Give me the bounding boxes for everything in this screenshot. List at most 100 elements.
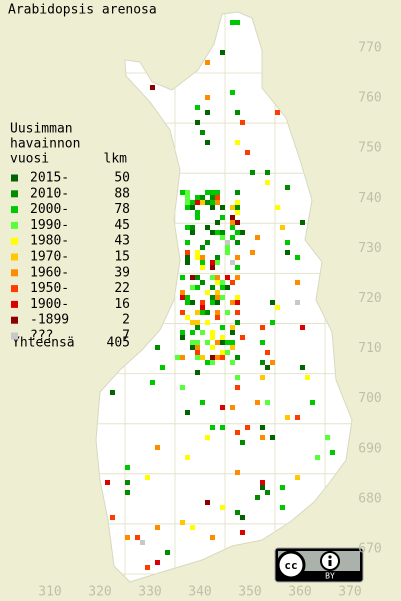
legend-label: 2015- bbox=[30, 171, 69, 186]
observation-square bbox=[195, 255, 200, 260]
observation-square bbox=[205, 60, 210, 65]
observation-square bbox=[220, 215, 225, 220]
observation-square bbox=[270, 435, 275, 440]
observation-square bbox=[230, 360, 235, 365]
observation-square bbox=[265, 180, 270, 185]
observation-square bbox=[190, 275, 195, 280]
observation-square bbox=[210, 360, 215, 365]
observation-square bbox=[180, 275, 185, 280]
y-axis-label: 740 bbox=[358, 191, 381, 206]
legend-count: 39 bbox=[114, 265, 130, 280]
legend-count: 50 bbox=[114, 171, 130, 186]
observation-square bbox=[225, 240, 230, 245]
observation-square bbox=[195, 345, 200, 350]
observation-square bbox=[225, 340, 230, 345]
observation-square bbox=[210, 295, 215, 300]
observation-square bbox=[190, 225, 195, 230]
observation-square bbox=[195, 320, 200, 325]
observation-square bbox=[195, 195, 200, 200]
observation-square bbox=[240, 530, 245, 535]
observation-square bbox=[110, 515, 115, 520]
license-label: BY bbox=[325, 572, 335, 581]
observation-square bbox=[195, 250, 200, 255]
observation-square bbox=[185, 205, 190, 210]
legend-column: lkm bbox=[104, 152, 128, 167]
y-axis-label: 730 bbox=[358, 241, 381, 256]
legend-swatch bbox=[11, 332, 18, 340]
observation-square bbox=[195, 215, 200, 220]
total-label: Yhteensä bbox=[12, 336, 75, 351]
observation-square bbox=[215, 355, 220, 360]
observation-square bbox=[145, 565, 150, 570]
observation-square bbox=[225, 350, 230, 355]
observation-square bbox=[210, 265, 215, 270]
observation-square bbox=[205, 200, 210, 205]
observation-square bbox=[215, 220, 220, 225]
observation-square bbox=[235, 295, 240, 300]
observation-square bbox=[195, 120, 200, 125]
observation-square bbox=[250, 170, 255, 175]
observation-square bbox=[230, 235, 235, 240]
observation-square bbox=[135, 535, 140, 540]
observation-square bbox=[190, 340, 195, 345]
observation-square bbox=[235, 140, 240, 145]
observation-square bbox=[245, 425, 250, 430]
license-badge: cc BY bbox=[274, 547, 364, 583]
observation-square bbox=[220, 230, 225, 235]
observation-square bbox=[185, 295, 190, 300]
observation-square bbox=[180, 355, 185, 360]
observation-square bbox=[230, 225, 235, 230]
observation-square bbox=[180, 385, 185, 390]
observation-square bbox=[285, 250, 290, 255]
observation-square bbox=[155, 525, 160, 530]
observation-square bbox=[195, 340, 200, 345]
legend-swatch bbox=[11, 237, 18, 245]
observation-square bbox=[310, 400, 315, 405]
observation-square bbox=[260, 325, 265, 330]
observation-square bbox=[235, 110, 240, 115]
observation-square bbox=[185, 410, 190, 415]
observation-square bbox=[230, 300, 235, 305]
legend-label: 1980- bbox=[30, 234, 69, 249]
observation-square bbox=[195, 355, 200, 360]
observation-square bbox=[235, 220, 240, 225]
observation-square bbox=[180, 310, 185, 315]
x-axis-label: 350 bbox=[238, 585, 261, 600]
observation-square bbox=[160, 365, 165, 370]
observation-square bbox=[205, 500, 210, 505]
x-axis-label: 370 bbox=[338, 585, 361, 600]
observation-square bbox=[235, 275, 240, 280]
observation-square bbox=[215, 255, 220, 260]
observation-square bbox=[270, 360, 275, 365]
observation-square bbox=[225, 310, 230, 315]
y-axis-label: 690 bbox=[358, 441, 381, 456]
legend-count: 16 bbox=[114, 297, 130, 312]
observation-square bbox=[265, 365, 270, 370]
observation-square bbox=[275, 205, 280, 210]
legend-swatch bbox=[11, 253, 18, 261]
y-axis-label: 700 bbox=[358, 391, 381, 406]
observation-square bbox=[295, 415, 300, 420]
observation-square bbox=[230, 220, 235, 225]
observation-square bbox=[235, 205, 240, 210]
y-axis-label: 710 bbox=[358, 341, 381, 356]
observation-square bbox=[265, 350, 270, 355]
observation-square bbox=[200, 305, 205, 310]
observation-square bbox=[255, 235, 260, 240]
x-axis-label: 320 bbox=[88, 585, 111, 600]
observation-square bbox=[185, 260, 190, 265]
observation-square bbox=[185, 250, 190, 255]
observation-square bbox=[200, 265, 205, 270]
observation-square bbox=[150, 85, 155, 90]
observation-square bbox=[185, 240, 190, 245]
observation-square bbox=[230, 340, 235, 345]
legend-count: 78 bbox=[114, 202, 130, 217]
observation-square bbox=[210, 260, 215, 265]
observation-square bbox=[230, 205, 235, 210]
observation-square bbox=[200, 300, 205, 305]
observation-square bbox=[200, 310, 205, 315]
observation-square bbox=[190, 205, 195, 210]
x-axis-label: 340 bbox=[188, 585, 211, 600]
observation-square bbox=[260, 425, 265, 430]
y-axis-label: 770 bbox=[358, 41, 381, 56]
